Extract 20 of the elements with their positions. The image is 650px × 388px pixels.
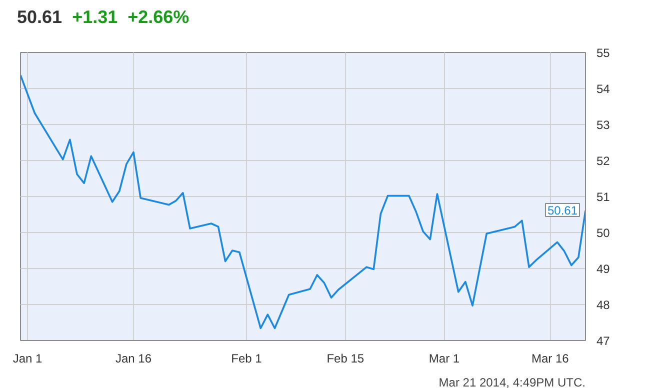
y-tick-label: 53 bbox=[596, 118, 610, 132]
y-tick-label: 47 bbox=[596, 334, 610, 348]
text: Mar 21 2014, 4:49PM UTC. bbox=[438, 376, 586, 388]
data-label: 50.61 bbox=[547, 204, 578, 218]
y-tick-label: 48 bbox=[596, 298, 610, 312]
x-tick-label: Mar 1 bbox=[428, 352, 460, 366]
x-tick-label: Mar 16 bbox=[532, 352, 570, 366]
y-tick-label: 49 bbox=[596, 262, 610, 276]
x-tick-label: Feb 15 bbox=[326, 352, 364, 366]
chart-title: 50.61 bbox=[17, 7, 62, 27]
y-tick-label: 50 bbox=[596, 226, 610, 240]
x-tick-label: Jan 1 bbox=[12, 352, 43, 366]
chart-subtitle: +1.31 +2.66% bbox=[72, 7, 190, 27]
y-tick-label: 54 bbox=[596, 82, 610, 96]
y-tick-label: 52 bbox=[596, 154, 610, 168]
y-tick-label: 51 bbox=[596, 190, 610, 204]
x-tick-label: Feb 1 bbox=[231, 352, 262, 366]
line-series bbox=[20, 74, 586, 330]
x-tick-label: Jan 16 bbox=[115, 352, 152, 366]
y-tick-label: 55 bbox=[596, 46, 610, 60]
